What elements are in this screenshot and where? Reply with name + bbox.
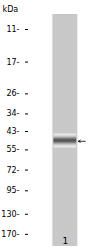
svg-text:11-: 11-: [6, 25, 19, 34]
svg-text:72-: 72-: [6, 166, 19, 175]
svg-text:43-: 43-: [6, 127, 19, 136]
svg-text:1: 1: [62, 236, 68, 246]
svg-text:170-: 170-: [1, 230, 19, 239]
svg-text:55-: 55-: [6, 145, 19, 154]
svg-text:95-: 95-: [6, 186, 19, 195]
svg-text:17-: 17-: [6, 58, 19, 67]
svg-text:34-: 34-: [6, 109, 19, 118]
svg-text:130-: 130-: [1, 210, 19, 219]
svg-text:kDa: kDa: [3, 5, 19, 14]
svg-text:26-: 26-: [6, 89, 19, 98]
